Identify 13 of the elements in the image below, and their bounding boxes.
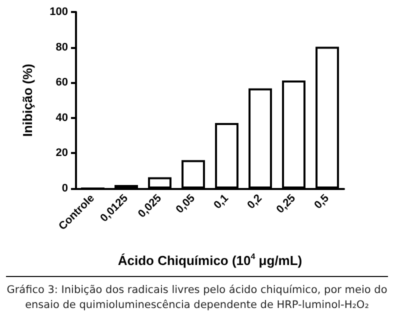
x-tick-label: 0,1 bbox=[212, 192, 231, 212]
y-tick-label: 60 bbox=[56, 76, 68, 89]
text: Gráfico 3: Inibição dos radicais livres pelo ácido chiquímico, por meio do ensaio de quimioluminescência dependente de HRP-luminol-H₂O₂ bbox=[6, 283, 388, 313]
x-tick-label: 0,05 bbox=[174, 192, 198, 216]
y-tick-label: 100 bbox=[50, 6, 68, 18]
y-tick-label: 40 bbox=[56, 112, 68, 124]
x-tick-label: 0,2 bbox=[245, 192, 264, 212]
y-tick-label: 20 bbox=[56, 147, 68, 160]
y-tick-label: 80 bbox=[56, 41, 68, 54]
x-tick-label: 0,5 bbox=[312, 192, 332, 212]
y-axis-title: Inibição (%) bbox=[20, 64, 35, 137]
x-tick-label: 0,25 bbox=[274, 192, 298, 216]
y-tick-label: 0 bbox=[62, 182, 68, 194]
